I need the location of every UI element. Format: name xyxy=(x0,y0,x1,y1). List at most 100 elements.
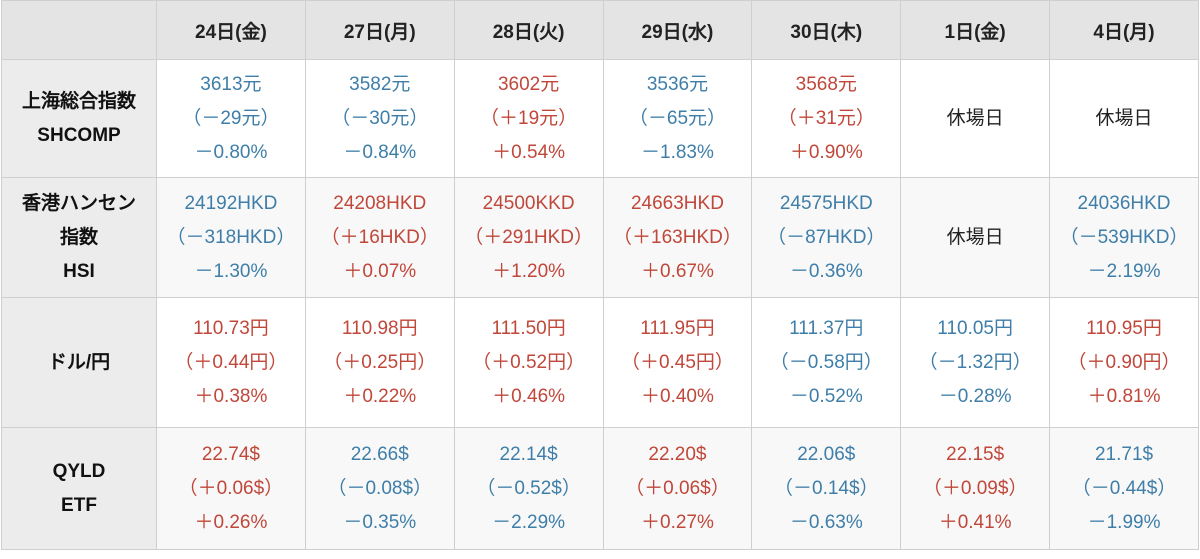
value-line: 24575HKD xyxy=(779,192,873,214)
value-line: －0.35% xyxy=(343,511,417,533)
value-line: 22.74$ xyxy=(201,443,260,465)
row-label-line: QYLD xyxy=(52,460,106,482)
value-line: ＋1.20% xyxy=(492,260,566,282)
value-line: （－0.08$） xyxy=(327,477,433,499)
value-line: －2.19% xyxy=(1087,260,1161,282)
value-cell: 24192HKD （－318HKD） －1.30% xyxy=(156,177,306,298)
value-line: －1.30% xyxy=(194,260,268,282)
column-header: 29日(水) xyxy=(602,0,753,60)
value-line: （－29元） xyxy=(182,107,280,129)
value-line: （＋291HKD） xyxy=(464,226,594,248)
value-cell: 24208HKD （＋16HKD） ＋0.07% xyxy=(304,177,455,298)
value-cell: 110.73円 （＋0.44円） ＋0.38% xyxy=(156,297,306,428)
value-line: 3613元 xyxy=(200,73,262,95)
value-cell: 21.71$ （－0.44$） －1.99% xyxy=(1049,427,1199,550)
value-line: 22.06$ xyxy=(797,443,856,465)
value-line: （＋0.09$） xyxy=(922,477,1028,499)
value-line: （＋31元） xyxy=(777,107,875,129)
value-line: 22.66$ xyxy=(350,443,409,465)
data-row: ドル/円 110.73円 （＋0.44円） ＋0.38% 110.98円 （＋0.25円）… xyxy=(1,297,1199,428)
value-line: ＋0.22% xyxy=(343,385,417,407)
value-line: ＋0.07% xyxy=(343,260,417,282)
value-line: （－87HKD） xyxy=(767,226,886,248)
value-line: 22.20$ xyxy=(648,443,707,465)
value-line: 休場日 xyxy=(1095,107,1153,129)
value-cell: 24663HKD （＋163HKD） ＋0.67% xyxy=(602,177,753,298)
value-cell: 3602元 （＋19元） ＋0.54% xyxy=(453,59,604,178)
value-cell: 休場日 xyxy=(900,59,1051,178)
value-line: －0.36% xyxy=(789,260,863,282)
column-header: 1日(金) xyxy=(900,0,1051,60)
value-line: 110.95円 xyxy=(1086,317,1162,339)
value-line: 24500KKD xyxy=(482,192,575,214)
value-line: －0.84% xyxy=(343,141,417,163)
value-line: ＋0.81% xyxy=(1087,385,1161,407)
value-cell: 110.05円 （－1.32円） －0.28% xyxy=(900,297,1051,428)
row-label-line: ETF xyxy=(61,494,97,516)
value-cell: 111.50円 （＋0.52円） ＋0.46% xyxy=(453,297,604,428)
value-line: （－318HKD） xyxy=(166,226,296,248)
value-line: 110.05円 xyxy=(937,317,1013,339)
value-line: ＋0.54% xyxy=(492,141,566,163)
value-line: （＋0.45円） xyxy=(620,351,734,373)
value-line: （＋16HKD） xyxy=(320,226,439,248)
value-line: （＋163HKD） xyxy=(613,226,742,248)
value-line: ＋0.26% xyxy=(194,511,268,533)
value-line: （－0.44$） xyxy=(1071,477,1177,499)
value-cell: 111.37円 （－0.58円） －0.52% xyxy=(751,297,902,428)
value-line: （＋19元） xyxy=(480,107,578,129)
value-line: 24192HKD xyxy=(184,192,278,214)
value-line: －1.83% xyxy=(641,141,714,163)
column-header: 27日(月) xyxy=(304,0,455,60)
value-line: 24663HKD xyxy=(630,192,724,214)
value-line: （＋0.25円） xyxy=(323,351,437,373)
value-line: 22.14$ xyxy=(499,443,558,465)
value-cell: 3536元 （－65元） －1.83% xyxy=(602,59,753,178)
data-row: 上海総合指数 SHCOMP 3613元 （－29元） －0.80% 3582元 （－30元）… xyxy=(1,59,1199,178)
value-cell: 22.06$ （－0.14$） －0.63% xyxy=(751,427,902,550)
row-label: 上海総合指数 SHCOMP xyxy=(1,59,157,178)
row-label-line: 指数 xyxy=(59,226,98,248)
value-line: －0.28% xyxy=(938,385,1012,407)
value-line: （－0.52$） xyxy=(476,477,581,499)
value-line: ＋0.41% xyxy=(938,511,1012,533)
value-cell: 3613元 （－29元） －0.80% xyxy=(156,59,306,178)
value-line: 110.73円 xyxy=(193,317,269,339)
value-line: ＋0.67% xyxy=(641,260,714,282)
row-label-line: SHCOMP xyxy=(37,124,121,146)
value-line: 22.15$ xyxy=(946,443,1005,465)
row-label-line: 香港ハンセン xyxy=(21,192,136,214)
value-cell: 22.14$ （－0.52$） －2.29% xyxy=(453,427,604,550)
value-line: （－0.58円） xyxy=(769,351,883,373)
value-line: 3536元 xyxy=(646,73,709,95)
value-line: 3582元 xyxy=(349,73,411,95)
value-line: （＋0.90円） xyxy=(1067,351,1181,373)
value-line: 3568元 xyxy=(795,73,857,95)
value-cell: 110.98円 （＋0.25円） ＋0.22% xyxy=(304,297,455,428)
value-line: ＋0.38% xyxy=(194,385,268,407)
value-cell: 3568元 （＋31元） ＋0.90% xyxy=(751,59,902,178)
value-line: ＋0.90% xyxy=(789,141,863,163)
value-cell: 110.95円 （＋0.90円） ＋0.81% xyxy=(1049,297,1199,428)
value-line: （－30元） xyxy=(331,107,429,129)
value-line: （＋0.06$） xyxy=(625,477,730,499)
value-line: －0.52% xyxy=(789,385,863,407)
value-line: －0.80% xyxy=(194,141,268,163)
value-line: 111.95円 xyxy=(640,317,715,339)
column-header: 28日(火) xyxy=(453,0,604,60)
column-header: 24日(金) xyxy=(156,0,306,60)
value-line: ＋0.27% xyxy=(641,511,714,533)
value-line: 21.71$ xyxy=(1094,443,1154,465)
value-line: （＋0.06$） xyxy=(178,477,284,499)
row-label-line: HSI xyxy=(63,260,95,282)
value-line: （－0.14$） xyxy=(774,477,879,499)
value-line: －2.29% xyxy=(492,511,566,533)
data-row: 香港ハンセン 指数 HSI 24192HKD （－318HKD） －1.30% 24208H… xyxy=(1,177,1199,298)
value-line: －0.63% xyxy=(789,511,863,533)
value-line: －1.99% xyxy=(1087,511,1161,533)
value-line: （＋0.52円） xyxy=(472,351,586,373)
value-line: 休場日 xyxy=(946,226,1004,248)
value-cell: 22.74$ （＋0.06$） ＋0.26% xyxy=(156,427,306,550)
